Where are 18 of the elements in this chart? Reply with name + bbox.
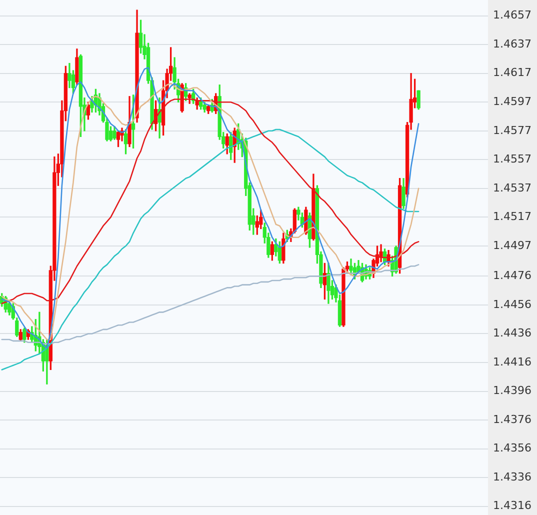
y-tick-label: 1.4436 xyxy=(493,326,532,340)
y-tick-label: 1.4416 xyxy=(493,355,532,368)
y-tick-label: 1.4577 xyxy=(493,124,532,137)
y-tick-label: 1.4617 xyxy=(493,66,532,80)
y-tick-label: 1.4497 xyxy=(493,238,532,252)
y-tick-label: 1.4456 xyxy=(493,298,532,311)
y-tick-label: 1.4356 xyxy=(493,442,532,455)
y-tick-label: 1.4537 xyxy=(493,181,532,194)
y-tick-label: 1.4376 xyxy=(493,412,532,426)
y-tick-label: 1.4637 xyxy=(493,37,532,50)
y-tick-label: 1.4597 xyxy=(493,94,532,108)
y-tick-label: 1.4557 xyxy=(493,152,532,166)
y-tick-label: 1.4517 xyxy=(493,210,532,224)
y-tick-label: 1.4657 xyxy=(493,8,532,22)
y-tick-label: 1.4396 xyxy=(493,384,532,398)
y-tick-label: 1.4316 xyxy=(493,499,532,512)
y-tick-label: 1.4336 xyxy=(493,470,532,484)
y-tick-label: 1.4476 xyxy=(493,269,532,282)
